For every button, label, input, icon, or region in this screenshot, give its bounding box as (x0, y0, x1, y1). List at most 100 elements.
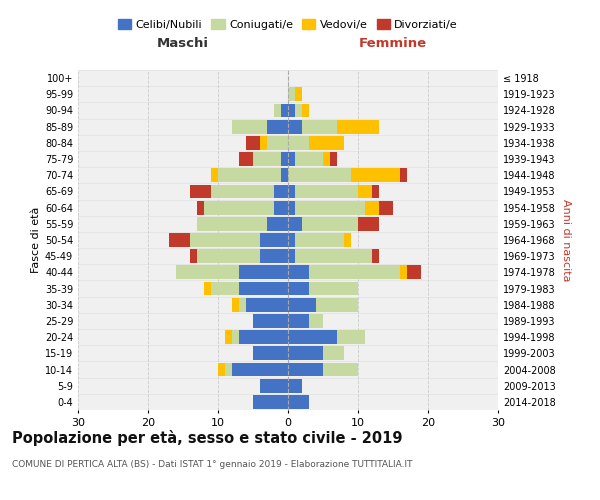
Legend: Celibi/Nubili, Coniugati/e, Vedovi/e, Divorziati/e: Celibi/Nubili, Coniugati/e, Vedovi/e, Di… (113, 14, 463, 34)
Bar (246, 136, 260, 149)
Bar (281, 152, 288, 166)
Bar (211, 184, 274, 198)
Bar (288, 314, 309, 328)
Bar (232, 362, 288, 376)
Bar (288, 200, 295, 214)
Bar (295, 104, 302, 118)
Bar (197, 217, 267, 230)
Bar (344, 233, 351, 247)
Bar (309, 266, 400, 280)
Bar (288, 104, 295, 118)
Bar (288, 346, 323, 360)
Bar (302, 104, 309, 118)
Bar (323, 152, 330, 166)
Bar (288, 298, 316, 312)
Bar (295, 233, 344, 247)
Bar (337, 330, 365, 344)
Bar (225, 362, 232, 376)
Bar (225, 330, 232, 344)
Bar (239, 298, 246, 312)
Bar (232, 120, 267, 134)
Bar (204, 200, 274, 214)
Bar (267, 217, 288, 230)
Bar (295, 88, 302, 101)
Text: COMUNE DI PERTICA ALTA (BS) - Dati ISTAT 1° gennaio 2019 - Elaborazione TUTTITAL: COMUNE DI PERTICA ALTA (BS) - Dati ISTAT… (12, 460, 413, 469)
Text: Femmine: Femmine (359, 37, 427, 50)
Bar (274, 184, 288, 198)
Bar (197, 200, 204, 214)
Bar (295, 152, 323, 166)
Bar (337, 120, 379, 134)
Bar (190, 250, 197, 263)
Bar (190, 233, 260, 247)
Y-axis label: Fasce di età: Fasce di età (31, 207, 41, 273)
Bar (365, 200, 379, 214)
Bar (288, 152, 295, 166)
Bar (253, 152, 281, 166)
Bar (274, 200, 288, 214)
Bar (309, 136, 344, 149)
Bar (274, 104, 281, 118)
Bar (267, 120, 288, 134)
Bar (309, 314, 323, 328)
Text: Popolazione per età, sesso e stato civile - 2019: Popolazione per età, sesso e stato civil… (12, 430, 403, 446)
Bar (400, 266, 407, 280)
Bar (288, 120, 302, 134)
Bar (260, 379, 288, 392)
Bar (211, 282, 239, 296)
Bar (218, 168, 281, 182)
Bar (295, 250, 372, 263)
Bar (358, 217, 379, 230)
Bar (260, 250, 288, 263)
Bar (260, 233, 288, 247)
Bar (288, 395, 309, 409)
Bar (232, 298, 239, 312)
Bar (288, 362, 323, 376)
Bar (323, 362, 358, 376)
Bar (239, 266, 288, 280)
Bar (176, 266, 239, 280)
Bar (281, 168, 288, 182)
Bar (253, 395, 288, 409)
Bar (302, 120, 337, 134)
Bar (239, 152, 253, 166)
Bar (288, 379, 302, 392)
Bar (190, 184, 211, 198)
Bar (330, 152, 337, 166)
Bar (169, 233, 190, 247)
Bar (372, 184, 379, 198)
Bar (281, 104, 288, 118)
Bar (288, 184, 295, 198)
Bar (288, 136, 309, 149)
Bar (288, 217, 302, 230)
Bar (288, 330, 337, 344)
Bar (253, 346, 288, 360)
Bar (246, 298, 288, 312)
Bar (197, 250, 260, 263)
Bar (358, 184, 372, 198)
Text: Maschi: Maschi (157, 37, 209, 50)
Bar (309, 282, 358, 296)
Bar (295, 200, 365, 214)
Bar (372, 250, 379, 263)
Bar (288, 168, 351, 182)
Bar (267, 136, 288, 149)
Bar (239, 330, 288, 344)
Bar (323, 346, 344, 360)
Bar (407, 266, 421, 280)
Bar (204, 282, 211, 296)
Bar (232, 330, 239, 344)
Bar (239, 282, 288, 296)
Bar (260, 136, 267, 149)
Bar (351, 168, 400, 182)
Bar (288, 282, 309, 296)
Bar (400, 168, 407, 182)
Bar (288, 88, 295, 101)
Bar (379, 200, 393, 214)
Bar (211, 168, 218, 182)
Bar (302, 217, 358, 230)
Bar (316, 298, 358, 312)
Y-axis label: Anni di nascita: Anni di nascita (561, 198, 571, 281)
Bar (288, 250, 295, 263)
Bar (295, 184, 358, 198)
